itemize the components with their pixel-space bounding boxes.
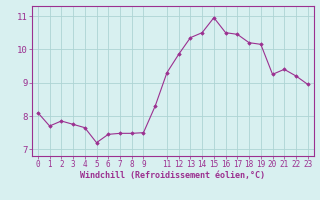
X-axis label: Windchill (Refroidissement éolien,°C): Windchill (Refroidissement éolien,°C): [80, 171, 265, 180]
